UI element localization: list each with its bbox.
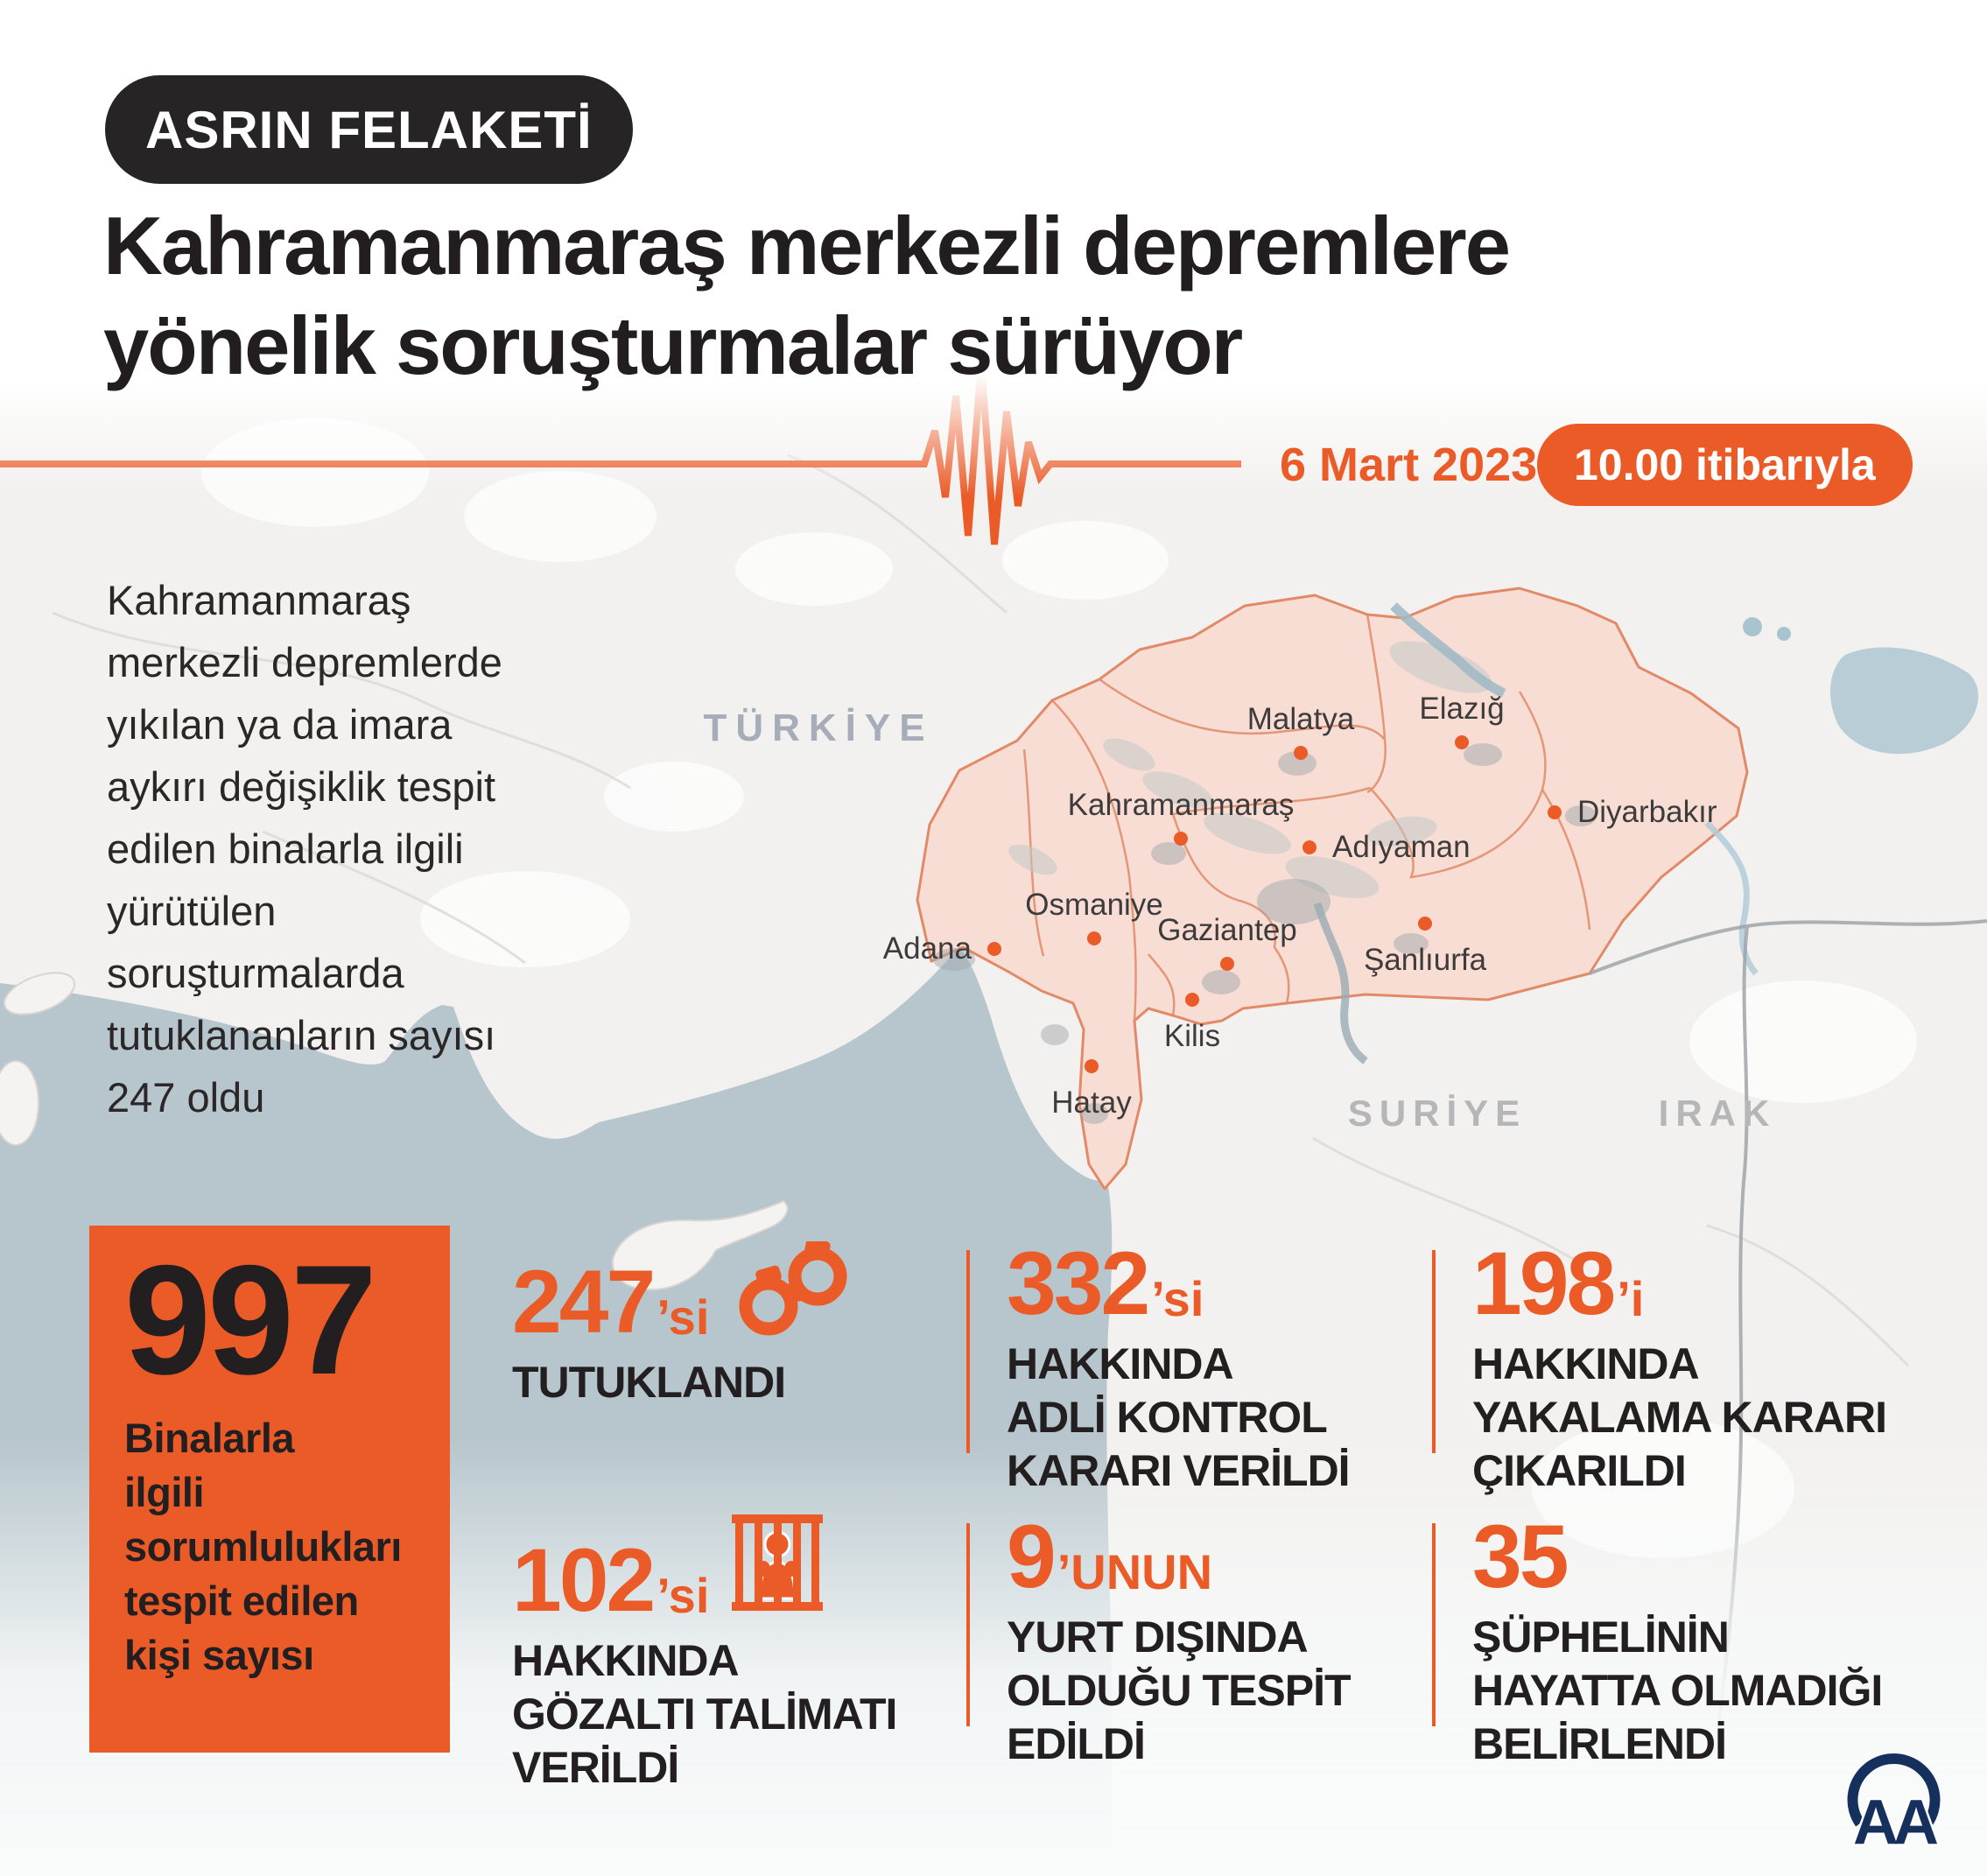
country-label-irak: IRAK bbox=[1658, 1093, 1777, 1134]
map-urban-areas bbox=[933, 743, 1597, 1124]
city-label: Kahramanmaraş bbox=[1067, 788, 1295, 822]
stat-line: EDİLDİ bbox=[1007, 1719, 1146, 1768]
stat-line: ADLİ KONTROL bbox=[1007, 1393, 1328, 1442]
stat-number: 35 bbox=[1472, 1507, 1569, 1606]
stat-number: 332 bbox=[1007, 1233, 1150, 1333]
stat-suffix: ’si bbox=[656, 1568, 710, 1623]
stat-line: OLDUĞU TESPİT bbox=[1007, 1666, 1352, 1715]
city-label: Hatay bbox=[1051, 1086, 1132, 1120]
category-badge-label: ASRIN FELAKETİ bbox=[145, 100, 593, 159]
stat-line: ÇIKARILDI bbox=[1472, 1446, 1687, 1495]
stat-judicial-control: 332 ’si HAKKINDA ADLİ KONTROL KARARI VER… bbox=[1007, 1233, 1462, 1498]
jail-icon bbox=[732, 1514, 824, 1622]
city-dot bbox=[1548, 805, 1562, 819]
stat-number: 9 bbox=[1007, 1507, 1057, 1606]
map-mountains bbox=[1008, 641, 1492, 898]
handcuffs-icon bbox=[732, 1238, 853, 1344]
stats-divider bbox=[1432, 1523, 1436, 1726]
city-dot bbox=[1174, 832, 1188, 846]
intro-paragraph: Kahramanmaraş merkezli depremlerde yıkıl… bbox=[107, 577, 502, 1121]
city-dot bbox=[1085, 1059, 1099, 1073]
stat-arrested: 247 ’si TUTUKLANDI bbox=[512, 1238, 967, 1409]
stat-abroad: 9 ’UNUN YURT DIŞINDA OLDUĞU TESPİT EDİLD… bbox=[1007, 1507, 1462, 1771]
highlight-stat-box: 997 Binalarla ilgili sorumlulukları tesp… bbox=[89, 1226, 450, 1753]
city-dot bbox=[987, 942, 1001, 956]
aa-logo-letters: AA bbox=[1853, 1788, 1938, 1853]
stat-suffix: ’si bbox=[1151, 1271, 1204, 1326]
stat-line: HAKKINDA bbox=[512, 1636, 740, 1685]
time-badge: 10.00 itibarıyla bbox=[1537, 424, 1913, 506]
city-label: Osmaniye bbox=[1025, 888, 1163, 922]
city-dot bbox=[1220, 957, 1234, 971]
stat-line: HAKKINDA bbox=[1007, 1339, 1234, 1388]
stat-line: YURT DIŞINDA bbox=[1007, 1613, 1309, 1662]
stat-line: HAKKINDA bbox=[1472, 1339, 1700, 1388]
stat-suffix: ’UNUN bbox=[1057, 1544, 1213, 1599]
stat-suffix: ’si bbox=[656, 1289, 710, 1345]
city-label: Şanlıurfa bbox=[1363, 943, 1487, 977]
city-label: Elazığ bbox=[1419, 692, 1505, 726]
city-label: Adana bbox=[882, 931, 972, 966]
aa-logo: AA bbox=[1831, 1744, 1958, 1860]
stat-line: ŞÜPHELİNİN bbox=[1472, 1613, 1730, 1662]
stat-line: YAKALAMA KARARI bbox=[1472, 1393, 1887, 1442]
date-label: 6 Mart 2023 bbox=[1280, 439, 1538, 491]
country-label-suriye: SURİYE bbox=[1347, 1093, 1527, 1134]
city-dot bbox=[1087, 931, 1101, 945]
stat-number: 198 bbox=[1472, 1233, 1616, 1333]
map-islands bbox=[0, 972, 789, 1291]
city-label: Adıyaman bbox=[1332, 830, 1471, 864]
stats-divider bbox=[1432, 1250, 1436, 1453]
highlight-stat-number: 997 bbox=[124, 1233, 377, 1407]
stat-deceased: 35 ŞÜPHELİNİN HAYATTA OLMADIĞI BELİRLEND… bbox=[1472, 1507, 1927, 1771]
city-label: Malatya bbox=[1246, 702, 1355, 736]
time-badge-label: 10.00 itibarıyla bbox=[1574, 440, 1876, 489]
stat-line: VERİLDİ bbox=[512, 1743, 679, 1792]
stat-suffix: ’i bbox=[1617, 1271, 1645, 1326]
city-label: Kilis bbox=[1163, 1019, 1221, 1053]
highlight-stat-label: Binalarla ilgili sorumlulukları tespit e… bbox=[124, 1415, 402, 1678]
city-dot bbox=[1455, 735, 1469, 749]
city-dot bbox=[1418, 917, 1432, 931]
city-dot bbox=[1185, 993, 1199, 1007]
stat-detention-order: 102 ’si bbox=[512, 1514, 967, 1795]
country-label-turkiye: TÜRKİYE bbox=[703, 706, 934, 749]
map-lakes bbox=[1313, 602, 1978, 1064]
stat-line: HAYATTA OLMADIĞI bbox=[1472, 1666, 1883, 1715]
stat-line: BELİRLENDİ bbox=[1472, 1719, 1727, 1768]
stats-divider bbox=[966, 1250, 970, 1453]
city-label: Diyarbakır bbox=[1577, 795, 1717, 829]
category-badge: ASRIN FELAKETİ bbox=[105, 75, 633, 184]
page-title: Kahramanmaraş merkezli depremlere yöneli… bbox=[103, 200, 1511, 391]
stat-line: KARARI VERİLDİ bbox=[1007, 1446, 1351, 1495]
stat-number: 102 bbox=[512, 1530, 656, 1630]
stat-arrest-warrant: 198 ’i HAKKINDA YAKALAMA KARARI ÇIKARILD… bbox=[1472, 1233, 1927, 1498]
stats-divider bbox=[966, 1523, 970, 1726]
stat-line: GÖZALTI TALİMATI bbox=[512, 1690, 897, 1739]
city-label: Gaziantep bbox=[1157, 913, 1297, 947]
stat-number: 247 bbox=[512, 1252, 656, 1352]
stat-line: TUTUKLANDI bbox=[512, 1358, 786, 1407]
city-dot bbox=[1294, 746, 1308, 760]
city-dot bbox=[1302, 840, 1316, 854]
